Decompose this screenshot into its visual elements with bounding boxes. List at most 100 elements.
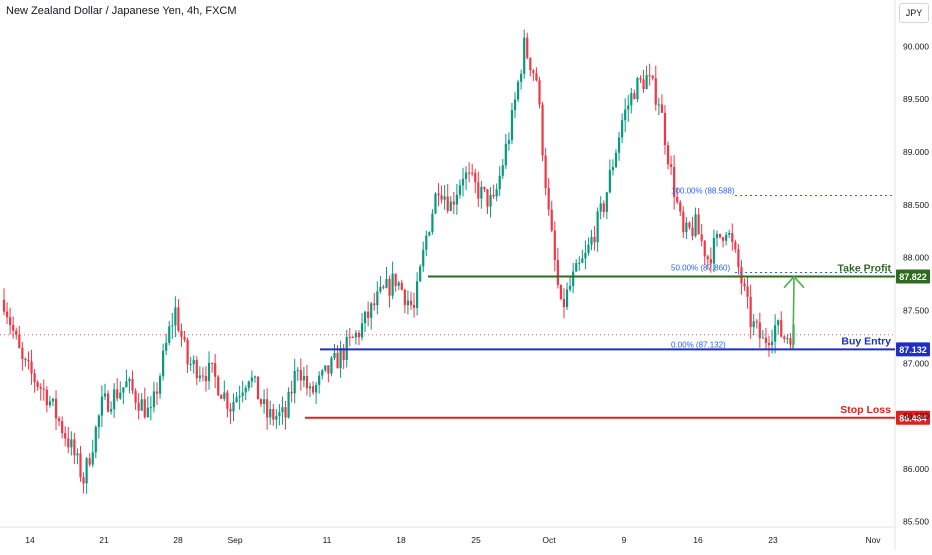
candle-body [471, 172, 474, 174]
candle-body [569, 285, 572, 290]
fib-level-label: 0.00% (87.132) [671, 340, 726, 349]
price-tick-label: 89.500 [903, 94, 929, 104]
candle-body [562, 298, 566, 308]
candle-body [419, 266, 422, 282]
buy-entry-price-tag[interactable] [896, 342, 930, 357]
candle-body [446, 196, 449, 211]
candle-body [64, 433, 67, 439]
candle-body [553, 230, 556, 261]
candle-body [682, 211, 685, 232]
candle-body [783, 336, 786, 339]
time-tick-label: 21 [99, 535, 109, 545]
candle-body [443, 196, 446, 200]
candle-body [140, 399, 143, 411]
candlestick-series [2, 29, 795, 494]
time-axis[interactable]: 14 21 28 Sep 11 18 25 Oct 9 16 23 Nov [25, 535, 881, 545]
candle-body [137, 402, 140, 411]
candle-body [709, 259, 712, 264]
candle-body [786, 338, 789, 340]
candle-body [425, 235, 428, 250]
candle-body [315, 384, 318, 393]
currency-button[interactable]: JPY [899, 3, 929, 23]
candle-body [780, 320, 783, 337]
take-profit-price-tag[interactable] [896, 269, 930, 284]
candle-body [449, 201, 452, 211]
time-tick-label: Oct [542, 535, 556, 545]
candle-body [676, 196, 679, 203]
candle-body [198, 375, 201, 379]
candle-body [162, 350, 165, 377]
arrow-head [783, 275, 805, 289]
fib-level-label: 100.00% (88.588) [671, 187, 735, 196]
candle-body [535, 73, 538, 81]
price-tick-label: 88.500 [903, 200, 929, 210]
candle-body [464, 172, 468, 179]
candle-body [737, 249, 740, 268]
time-tick-label: Nov [865, 535, 881, 545]
candle-body [174, 307, 177, 326]
candle-body [617, 137, 621, 153]
candle-body [590, 237, 593, 245]
candle-body [15, 330, 18, 335]
candle-body [416, 281, 419, 308]
candle-body [308, 386, 312, 389]
candle-body [394, 273, 397, 286]
candle-body [189, 364, 192, 366]
candle-body [54, 398, 58, 419]
candle-body [428, 232, 431, 236]
candle-body [489, 194, 492, 207]
candle-body [409, 300, 413, 305]
candle-body [507, 140, 510, 144]
candle-body [201, 375, 204, 377]
candle-body [483, 186, 486, 190]
candle-body [12, 324, 15, 331]
candle-body [523, 37, 526, 74]
candle-body [113, 389, 116, 410]
candle-body [559, 284, 563, 299]
trade-levels[interactable]: Take Profit 87.822 Buy Entry 87.132 Stop Los… [305, 262, 930, 425]
candle-body [183, 336, 186, 340]
candle-body [241, 392, 244, 396]
candle-body [602, 203, 605, 212]
candle-body [645, 75, 648, 90]
candle-body [621, 120, 624, 138]
candle-body [91, 452, 94, 465]
candle-body [452, 201, 455, 205]
price-axis[interactable]: 85.500 86.000 86.500 87.000 87.500 88.000 88.5… [903, 41, 929, 526]
candle-body [697, 214, 700, 235]
price-tick-label: 87.500 [903, 305, 929, 315]
candle-body [293, 370, 296, 394]
candle-body [761, 337, 764, 339]
candle-body [715, 233, 719, 239]
candle-body [501, 165, 504, 176]
candle-body [195, 359, 198, 379]
candle-body [36, 382, 39, 387]
candle-body [575, 263, 578, 272]
candle-body [143, 399, 146, 418]
chart-title: New Zealand Dollar / Japanese Yen, 4h, F… [6, 5, 237, 17]
candle-body [498, 175, 501, 190]
candle-body [244, 387, 247, 393]
candle-body [461, 178, 465, 186]
target-arrow[interactable] [783, 275, 805, 349]
candle-body [581, 258, 584, 263]
candle-body [253, 376, 257, 378]
stop-loss-price-tag[interactable] [896, 410, 930, 425]
time-tick-label: 14 [25, 535, 35, 545]
candle-body [440, 195, 443, 200]
candle-body [67, 438, 70, 448]
candle-body [526, 37, 529, 58]
candle-body [229, 408, 232, 412]
candle-body [376, 291, 379, 306]
candle-body [633, 93, 636, 100]
candle-body [284, 407, 287, 418]
stop-loss-label: Stop Loss [840, 404, 891, 416]
candle-body [57, 418, 61, 422]
candle-body [455, 194, 458, 205]
candle-body [388, 278, 391, 296]
candle-body [122, 387, 125, 393]
candle-body [152, 391, 156, 408]
fib-level-label: 50.00% (87.860) [671, 263, 730, 272]
